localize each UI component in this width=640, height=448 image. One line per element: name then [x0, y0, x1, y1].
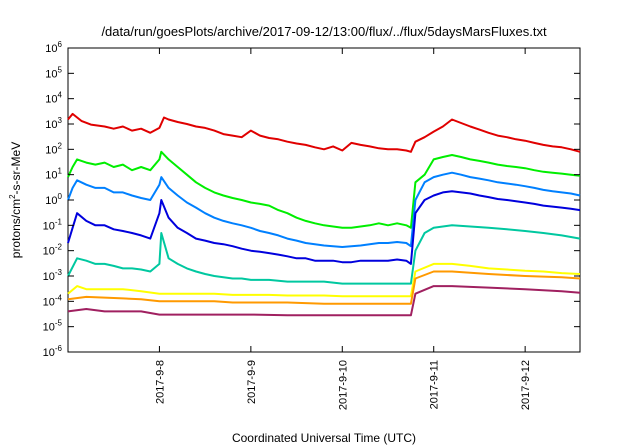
y-tick-label-base: 10 — [45, 170, 57, 182]
x-tick-label: 2017-9-10 — [337, 360, 349, 410]
y-tick-label: 100 — [45, 192, 62, 207]
y-tick-label: 10-3 — [43, 268, 63, 283]
y-tick-label-exponent: 3 — [58, 116, 63, 125]
y-tick-label-exponent: -1 — [55, 217, 63, 226]
y-tick-label-exponent: 0 — [58, 192, 63, 201]
y-tick-label-base: 10 — [45, 119, 57, 131]
y-tick-label: 10-4 — [43, 293, 63, 308]
y-tick-label-exponent: 6 — [58, 40, 63, 49]
y-tick-label-base: 10 — [43, 347, 55, 359]
series-line — [67, 262, 581, 298]
series-layer — [67, 112, 581, 317]
y-tick-label-exponent: -6 — [55, 344, 63, 353]
x-tick-label: 2017-9-8 — [154, 360, 166, 404]
x-tick-label: 2017-9-12 — [520, 360, 532, 410]
series-line — [67, 171, 581, 248]
y-tick-label-exponent: 1 — [58, 167, 63, 176]
chart-title: /data/run/goesPlots/archive/2017-09-12/1… — [101, 24, 547, 39]
series-line — [67, 285, 581, 317]
x-tick-label: 2017-9-9 — [246, 360, 258, 404]
y-tick-label: 102 — [45, 141, 62, 156]
y-tick-label-exponent: 5 — [58, 65, 63, 74]
y-tick-label: 104 — [45, 91, 62, 106]
series-line — [67, 224, 581, 285]
y-tick-label: 10-1 — [43, 217, 63, 232]
y-tick-label: 105 — [45, 65, 62, 80]
y-axis-label-part: -s-sr-MeV — [9, 142, 23, 195]
y-tick-label-base: 10 — [43, 220, 55, 232]
y-tick-label-base: 10 — [45, 43, 57, 55]
y-tick-label-exponent: -3 — [55, 268, 63, 277]
series-line — [67, 190, 581, 265]
y-tick-label: 10-2 — [43, 243, 63, 258]
y-tick-label-exponent: 2 — [58, 141, 63, 150]
y-tick-label: 10-6 — [43, 344, 63, 359]
series-line — [67, 270, 581, 305]
y-axis-label: protons/cm2-s-sr-MeV — [8, 142, 23, 258]
y-tick-label-base: 10 — [45, 195, 57, 207]
y-tick-label: 103 — [45, 116, 62, 131]
y-tick-label-base: 10 — [43, 296, 55, 308]
y-axis-label-part: protons/cm — [9, 199, 23, 258]
x-axis-label: Coordinated Universal Time (UTC) — [232, 431, 416, 445]
y-tick-label: 101 — [45, 167, 62, 182]
y-tick-label-exponent: -5 — [55, 319, 63, 328]
y-tick-label-exponent: -4 — [55, 293, 63, 302]
y-axis-label-exponent: 2 — [8, 194, 17, 199]
y-axis: 10-610-510-410-310-210-11001011021031041… — [43, 40, 580, 359]
x-tick-label: 2017-9-11 — [429, 360, 441, 409]
y-tick-label-exponent: -2 — [55, 243, 63, 252]
y-tick-label-base: 10 — [43, 322, 55, 334]
x-axis: 2017-9-8 2017-9-9 2017-9-10 2017-9-11 2017-9… — [154, 48, 532, 410]
y-tick-label-base: 10 — [43, 246, 55, 258]
y-tick-label-base: 10 — [45, 144, 57, 156]
y-tick-label-base: 10 — [45, 68, 57, 80]
y-tick-label-exponent: 4 — [58, 91, 63, 100]
y-tick-label: 10-5 — [43, 319, 63, 334]
series-line — [67, 150, 581, 229]
series-line — [67, 112, 581, 153]
y-tick-label: 106 — [45, 40, 62, 55]
y-tick-label-base: 10 — [45, 94, 57, 106]
y-tick-label-base: 10 — [43, 271, 55, 283]
